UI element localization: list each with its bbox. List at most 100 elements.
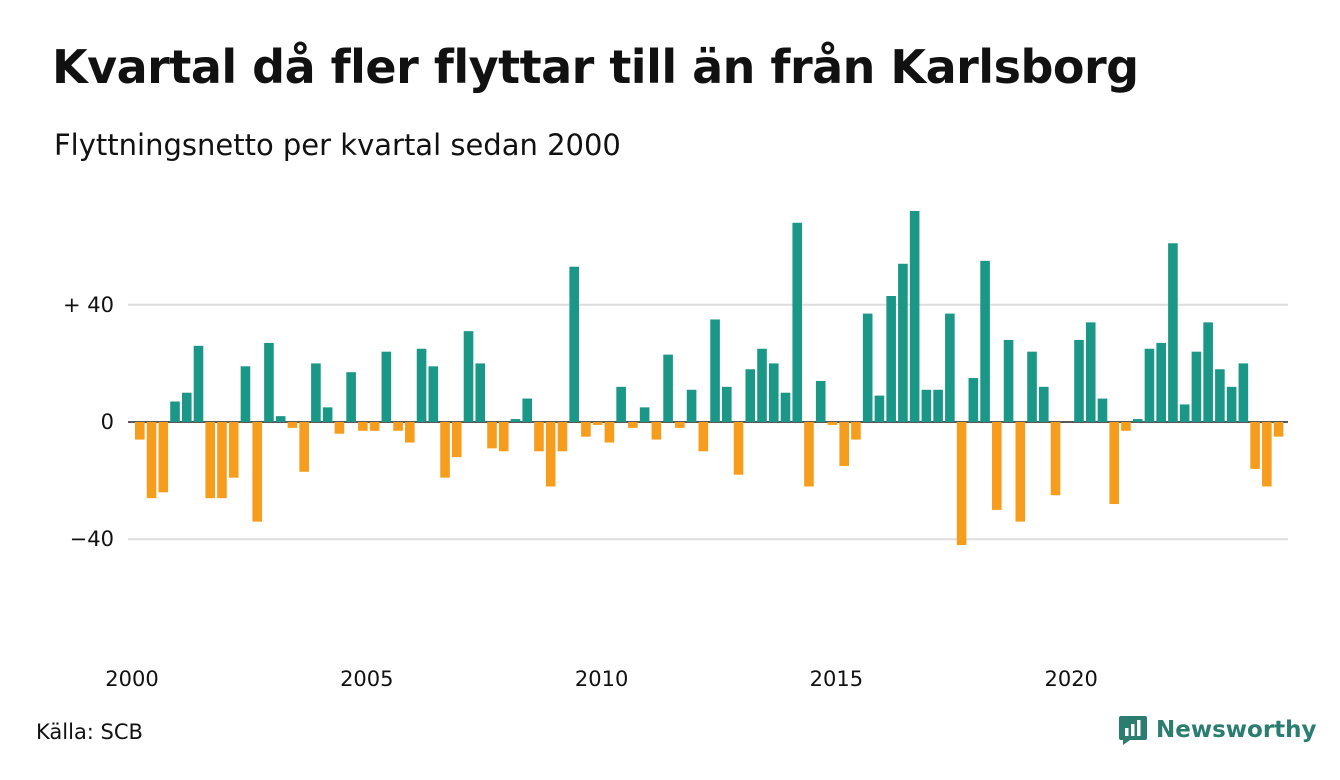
bar	[228, 422, 239, 478]
bar	[534, 422, 544, 452]
bar	[1003, 339, 1014, 422]
bar	[475, 363, 486, 422]
bar	[745, 369, 756, 422]
bar	[428, 366, 439, 422]
bar	[487, 422, 497, 449]
source-note: Källa: SCB	[36, 720, 143, 744]
bar	[921, 389, 932, 422]
bar	[1262, 422, 1272, 487]
y-axis-ticks: + 40 0 −40	[63, 293, 114, 551]
bar	[1121, 422, 1131, 431]
bar	[1085, 322, 1096, 422]
bar	[498, 422, 509, 452]
bar	[933, 389, 943, 422]
bar	[1132, 419, 1143, 422]
bar	[299, 422, 309, 472]
bar	[311, 363, 321, 422]
bar	[839, 422, 849, 466]
y-tick-label: + 40	[63, 293, 114, 317]
bar-chart: + 40 0 −40 2000 2005 2010 2015 2020	[63, 211, 1288, 691]
bars	[135, 211, 1284, 546]
bar	[862, 313, 873, 422]
bar	[322, 407, 333, 422]
brand-logo: Newsworthy	[1118, 714, 1317, 746]
bar	[757, 348, 767, 422]
bar	[592, 422, 603, 425]
bar	[569, 266, 579, 422]
bar	[346, 372, 356, 422]
bar	[522, 398, 533, 422]
bar	[170, 401, 180, 422]
bar	[275, 416, 286, 422]
newsworthy-logo-icon	[1119, 716, 1147, 745]
bar	[768, 363, 779, 422]
bar	[1191, 351, 1202, 422]
bar	[545, 422, 556, 487]
y-tick-label: −40	[70, 527, 114, 551]
bar	[686, 389, 697, 422]
bar	[287, 422, 298, 428]
bar	[205, 422, 216, 499]
bar	[722, 386, 732, 422]
bar	[181, 392, 192, 422]
bar	[886, 296, 896, 422]
bar	[358, 422, 368, 431]
bar	[851, 422, 861, 440]
bar	[710, 319, 720, 422]
bar	[815, 380, 826, 422]
bar	[146, 422, 157, 499]
bar	[158, 422, 169, 493]
bar	[334, 422, 345, 434]
bar	[1097, 398, 1108, 422]
bar	[1203, 322, 1213, 422]
bar	[898, 263, 908, 422]
bar	[616, 386, 626, 422]
bar	[639, 407, 650, 422]
bar	[1273, 422, 1284, 437]
bar	[651, 422, 662, 440]
bar	[193, 345, 204, 422]
bar	[393, 422, 403, 431]
bar	[416, 348, 427, 422]
bar	[463, 331, 474, 422]
bar	[1179, 404, 1190, 422]
bar	[1226, 386, 1237, 422]
bar	[980, 260, 990, 422]
bar	[663, 354, 673, 422]
bar	[381, 351, 392, 422]
bar	[1238, 363, 1249, 422]
bar	[698, 422, 709, 452]
bar	[804, 422, 814, 487]
bar	[1168, 243, 1178, 422]
bar	[675, 422, 685, 428]
chart-title: Kvartal då fler flyttar till än från Kar…	[52, 40, 1139, 94]
bar	[440, 422, 450, 478]
bar	[956, 422, 967, 546]
bar	[240, 366, 251, 422]
x-tick-label: 2000	[105, 667, 158, 691]
x-tick-label: 2005	[340, 667, 393, 691]
bar	[1050, 422, 1061, 496]
bar	[1109, 422, 1120, 505]
bar	[827, 422, 838, 425]
bar	[405, 422, 415, 443]
bar	[217, 422, 227, 499]
bar	[945, 313, 955, 422]
brand-name: Newsworthy	[1156, 717, 1317, 743]
bar	[874, 395, 885, 422]
bar	[1215, 369, 1225, 422]
bar	[628, 422, 638, 428]
bar	[1144, 348, 1155, 422]
bar	[451, 422, 462, 458]
bar	[135, 422, 145, 440]
bar	[581, 422, 591, 437]
bar	[264, 342, 274, 422]
bar	[369, 422, 380, 431]
bar	[252, 422, 262, 522]
x-tick-label: 2010	[575, 667, 628, 691]
y-tick-label: 0	[101, 410, 114, 434]
x-tick-label: 2015	[810, 667, 863, 691]
bar	[1250, 422, 1260, 469]
bar	[1027, 351, 1037, 422]
bar	[909, 211, 920, 422]
